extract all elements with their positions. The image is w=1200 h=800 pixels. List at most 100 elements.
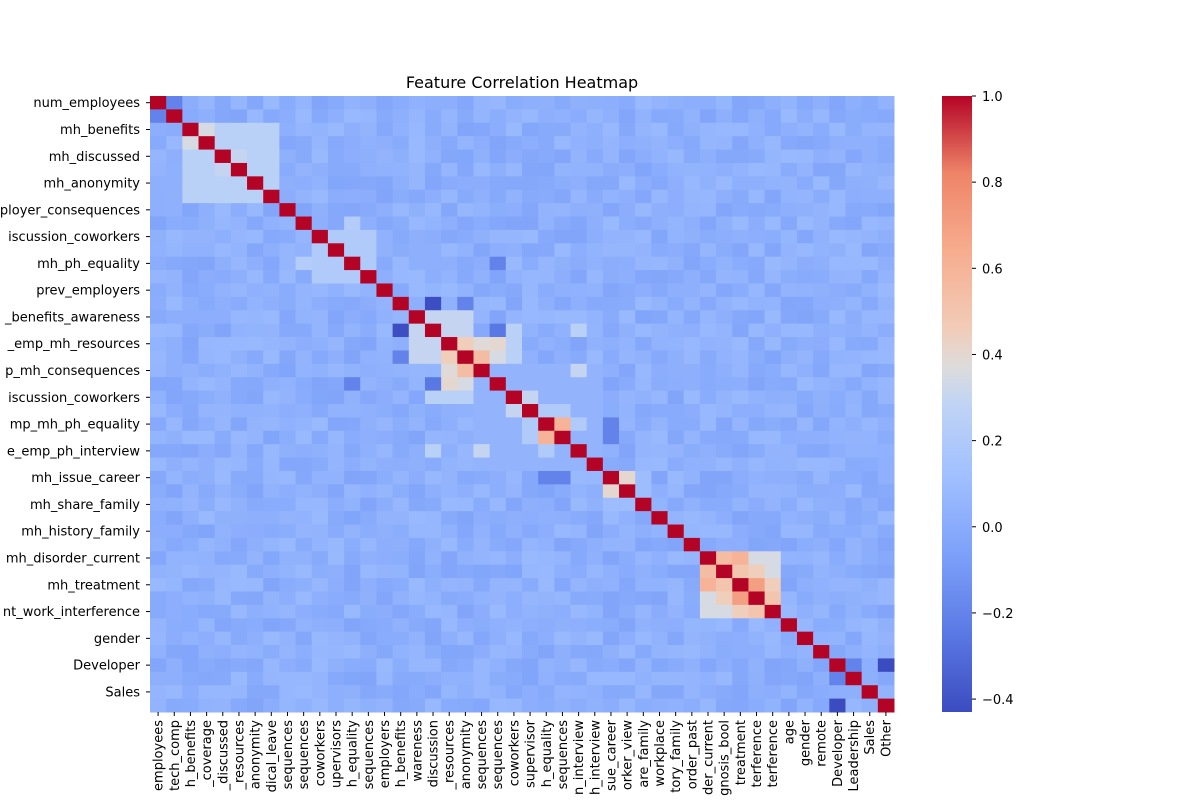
heatmap-cell: [586, 524, 604, 539]
heatmap-cell: [683, 537, 701, 552]
heatmap-cell: [813, 270, 830, 284]
heatmap-cell: [182, 604, 200, 619]
heatmap-cell: [651, 176, 669, 191]
heatmap-cell: [344, 685, 361, 700]
heatmap-cell: [489, 270, 507, 284]
heatmap-cell: [327, 270, 345, 284]
heatmap-cell: [360, 203, 377, 218]
heatmap-cell: [813, 578, 830, 592]
heatmap-cell: [570, 470, 588, 485]
heatmap-cell: [683, 457, 701, 472]
heatmap-cell: [683, 323, 701, 338]
heatmap-cell: [732, 551, 749, 566]
heatmap-cell: [150, 189, 167, 204]
heatmap-cell: [473, 417, 491, 432]
heatmap-cell: [473, 377, 491, 392]
heatmap-cell: [522, 551, 539, 566]
heatmap-cell: [230, 484, 248, 499]
heatmap-cell: [408, 404, 426, 418]
heatmap-cell: [570, 229, 588, 244]
heatmap-cell: [376, 470, 394, 485]
heatmap-cell: [877, 296, 895, 311]
heatmap-cell: [344, 256, 361, 271]
heatmap-cell: [845, 229, 863, 244]
heatmap-cell: [554, 551, 572, 566]
heatmap-cell: [554, 176, 572, 191]
heatmap-cell: [764, 122, 782, 137]
heatmap-cell: [845, 591, 863, 606]
y-tick-label: mh_history_family: [21, 525, 140, 540]
heatmap-cell: [651, 698, 669, 713]
heatmap-cell: [829, 96, 846, 110]
heatmap-cell: [732, 203, 749, 218]
heatmap-cell: [214, 645, 232, 659]
heatmap-cell: [295, 270, 313, 284]
heatmap-cell: [748, 604, 766, 619]
heatmap-cell: [311, 658, 329, 673]
heatmap-cell: [247, 256, 264, 271]
heatmap-cell: [522, 604, 539, 619]
heatmap-cell: [408, 430, 426, 445]
heatmap-cell: [408, 270, 426, 284]
heatmap-cell: [570, 203, 588, 218]
heatmap-cell: [554, 270, 572, 284]
heatmap-cell: [829, 283, 846, 298]
heatmap-cell: [424, 390, 442, 405]
heatmap-cell: [667, 229, 685, 244]
heatmap-cell: [376, 323, 394, 338]
heatmap-cell: [764, 417, 782, 432]
heatmap-cell: [489, 283, 507, 298]
heatmap-cell: [780, 511, 798, 526]
heatmap-cell: [376, 430, 394, 445]
heatmap-cell: [263, 96, 280, 110]
heatmap-cell: [279, 537, 297, 552]
heatmap-cell: [327, 162, 345, 177]
heatmap-cell: [651, 484, 669, 499]
heatmap-cell: [619, 417, 636, 432]
heatmap-cell: [150, 685, 167, 700]
heatmap-cell: [845, 404, 863, 418]
heatmap-cell: [683, 216, 701, 231]
heatmap-cell: [570, 444, 588, 459]
heatmap-cell: [780, 537, 798, 552]
heatmap-cell: [586, 350, 604, 365]
heatmap-cell: [376, 645, 394, 659]
heatmap-cell: [327, 497, 345, 512]
heatmap-cell: [392, 417, 410, 432]
heatmap-cell: [247, 604, 264, 619]
heatmap-cell: [344, 564, 361, 579]
heatmap-cell: [635, 417, 652, 432]
heatmap-cell: [344, 444, 361, 459]
heatmap-cell: [861, 96, 879, 110]
heatmap-cell: [489, 377, 507, 392]
heatmap-cell: [861, 564, 879, 579]
heatmap-cell: [150, 176, 167, 191]
heatmap-cell: [247, 149, 264, 164]
heatmap-cell: [522, 283, 539, 298]
heatmap-cell: [344, 698, 361, 713]
heatmap-cell: [586, 296, 604, 311]
heatmap-cell: [845, 122, 863, 137]
heatmap-cell: [764, 270, 782, 284]
heatmap-cell: [861, 363, 879, 378]
heatmap-cell: [829, 404, 846, 418]
heatmap-cell: [619, 96, 636, 110]
heatmap-cell: [813, 497, 830, 512]
heatmap-cell: [457, 591, 474, 606]
heatmap-cell: [392, 243, 410, 258]
x-tick-label: coworkers: [313, 720, 328, 786]
heatmap-cell: [635, 390, 652, 405]
heatmap-cell: [230, 470, 248, 485]
x-tick-label: upervisors: [330, 720, 345, 788]
heatmap-cell: [813, 511, 830, 526]
heatmap-cell: [505, 685, 523, 700]
heatmap-cell: [570, 537, 588, 552]
heatmap-cell: [295, 122, 313, 137]
heatmap-cell: [182, 296, 200, 311]
heatmap-cell: [796, 551, 814, 566]
heatmap-cell: [570, 618, 588, 633]
heatmap-cell: [214, 296, 232, 311]
heatmap-cell: [198, 497, 216, 512]
heatmap-cell: [214, 551, 232, 566]
heatmap-cell: [683, 122, 701, 137]
